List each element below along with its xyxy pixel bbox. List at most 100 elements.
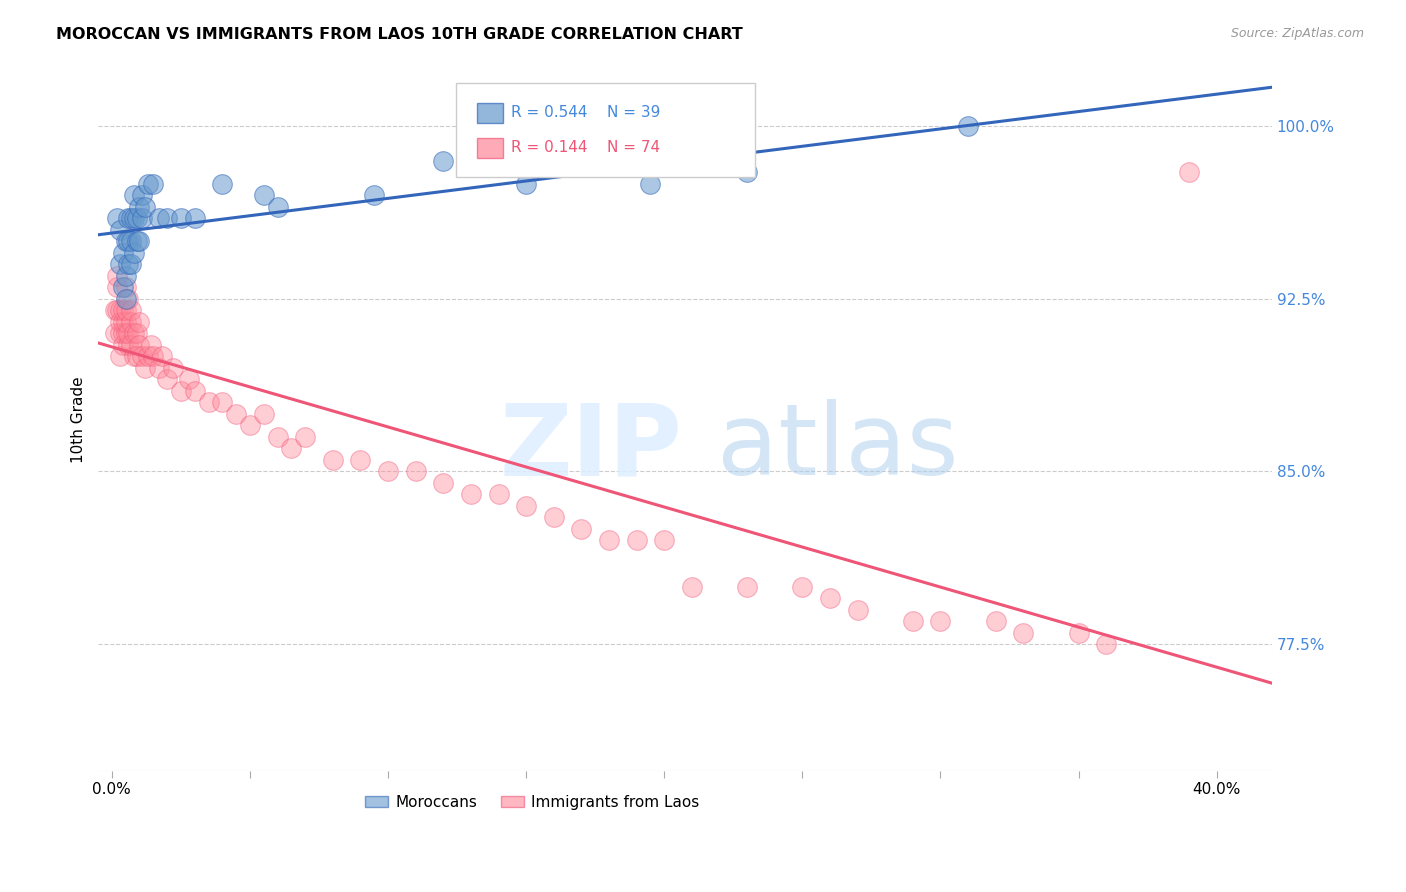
Point — [111, 280, 134, 294]
Point — [322, 453, 344, 467]
Point — [405, 464, 427, 478]
Point — [108, 257, 131, 271]
Point — [114, 234, 136, 248]
Point — [131, 211, 153, 226]
Text: Source: ZipAtlas.com: Source: ZipAtlas.com — [1230, 27, 1364, 40]
Text: R = 0.144    N = 74: R = 0.144 N = 74 — [512, 140, 661, 155]
Point — [105, 268, 128, 283]
Point — [846, 602, 869, 616]
Point — [515, 177, 537, 191]
Point — [179, 372, 201, 386]
Point — [377, 464, 399, 478]
Point — [104, 326, 127, 341]
Point — [117, 257, 139, 271]
Point — [142, 177, 165, 191]
Point — [156, 211, 179, 226]
Point — [108, 303, 131, 318]
FancyBboxPatch shape — [456, 83, 755, 178]
Point — [266, 430, 288, 444]
Bar — [477, 103, 503, 122]
Point — [280, 442, 302, 456]
Point — [122, 349, 145, 363]
Point — [122, 245, 145, 260]
Point — [122, 326, 145, 341]
Point — [117, 211, 139, 226]
Point — [122, 211, 145, 226]
Point — [211, 395, 233, 409]
Point — [170, 384, 193, 398]
Point — [105, 211, 128, 226]
Point — [105, 280, 128, 294]
Point — [253, 188, 276, 202]
Point — [131, 188, 153, 202]
Point — [114, 303, 136, 318]
Point — [117, 326, 139, 341]
Point — [1012, 625, 1035, 640]
Point — [225, 407, 247, 421]
Point — [128, 200, 150, 214]
Point — [1178, 165, 1201, 179]
Point — [929, 614, 952, 628]
Point — [150, 349, 173, 363]
Point — [253, 407, 276, 421]
Point — [432, 475, 454, 490]
Point — [114, 268, 136, 283]
Point — [122, 188, 145, 202]
Point — [984, 614, 1007, 628]
Legend: Moroccans, Immigrants from Laos: Moroccans, Immigrants from Laos — [359, 789, 706, 815]
Point — [515, 499, 537, 513]
Point — [156, 372, 179, 386]
Point — [349, 453, 371, 467]
Point — [108, 349, 131, 363]
Point — [488, 487, 510, 501]
Point — [108, 222, 131, 236]
Point — [117, 338, 139, 352]
Y-axis label: 10th Grade: 10th Grade — [72, 376, 86, 463]
Point — [652, 533, 675, 548]
Point — [681, 580, 703, 594]
Point — [111, 326, 134, 341]
Point — [125, 234, 148, 248]
Point — [598, 533, 620, 548]
Point — [120, 211, 142, 226]
Point — [162, 360, 184, 375]
Point — [104, 303, 127, 318]
Bar — [477, 138, 503, 158]
Point — [735, 165, 758, 179]
Point — [114, 280, 136, 294]
Point — [128, 234, 150, 248]
Point — [105, 303, 128, 318]
Point — [148, 360, 170, 375]
Point — [108, 315, 131, 329]
Point — [142, 349, 165, 363]
Point — [111, 245, 134, 260]
Point — [134, 360, 156, 375]
Point — [120, 315, 142, 329]
Point — [111, 303, 134, 318]
Point — [432, 153, 454, 168]
Point — [460, 487, 482, 501]
Text: MOROCCAN VS IMMIGRANTS FROM LAOS 10TH GRADE CORRELATION CHART: MOROCCAN VS IMMIGRANTS FROM LAOS 10TH GR… — [56, 27, 742, 42]
Point — [294, 430, 316, 444]
Text: R = 0.544    N = 39: R = 0.544 N = 39 — [512, 105, 661, 120]
Point — [266, 200, 288, 214]
Point — [139, 338, 162, 352]
Point — [125, 211, 148, 226]
Point — [125, 349, 148, 363]
Point — [134, 200, 156, 214]
Point — [543, 510, 565, 524]
Point — [120, 303, 142, 318]
Point — [626, 533, 648, 548]
Point — [136, 177, 159, 191]
Point — [111, 338, 134, 352]
Point — [183, 211, 205, 226]
Point — [117, 292, 139, 306]
Point — [792, 580, 814, 594]
Point — [125, 326, 148, 341]
Point — [131, 349, 153, 363]
Point — [117, 234, 139, 248]
Point — [239, 418, 262, 433]
Point — [957, 119, 980, 133]
Point — [148, 211, 170, 226]
Point — [1067, 625, 1090, 640]
